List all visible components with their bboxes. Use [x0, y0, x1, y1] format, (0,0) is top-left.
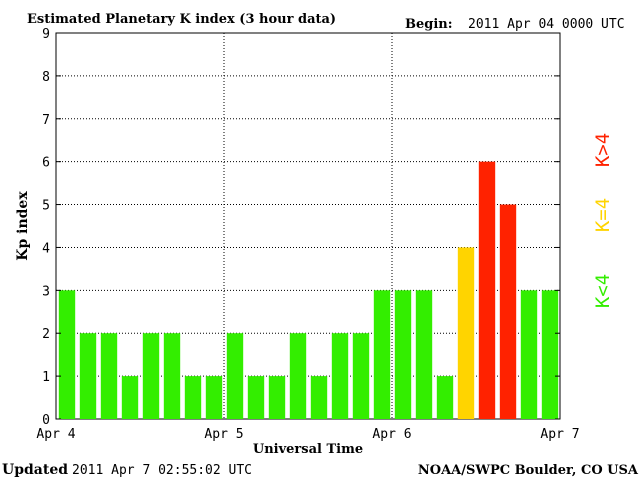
updated-value: 2011 Apr 7 02:55:02 UTC	[72, 463, 252, 478]
y-tick-label-7: 7	[42, 113, 50, 128]
kp-bar-7	[184, 376, 202, 419]
kp-bar-12	[289, 333, 307, 419]
y-tick-label-5: 5	[42, 199, 50, 214]
kp-bar-16	[373, 290, 391, 419]
updated-label: Updated	[2, 462, 68, 478]
legend-above-4: K>4	[592, 133, 614, 167]
y-tick-label-4: 4	[42, 241, 50, 256]
kp-bar-19	[436, 376, 454, 419]
y-tick-labels: 0 1 2 3 4 5 6 7 8 9	[42, 27, 560, 428]
y-axis-label: Kp index	[15, 191, 31, 261]
y-tick-label-8: 8	[42, 70, 50, 85]
kp-bar-13	[310, 376, 328, 419]
plot-frame	[55, 32, 561, 420]
x-tick-labels: Apr 4 Apr 5 Apr 6 Apr 7	[36, 427, 579, 442]
kp-bar-5	[142, 333, 160, 419]
begin-value: 2011 Apr 04 0000 UTC	[468, 17, 625, 32]
y-tick-label-6: 6	[42, 156, 50, 171]
kp-bar-3	[100, 333, 118, 419]
x-tick-label-1: Apr 5	[204, 427, 243, 442]
kp-bar-1	[58, 290, 76, 419]
x-tick-label-3: Apr 7	[540, 427, 579, 442]
source-credit: NOAA/SWPC Boulder, CO USA	[418, 463, 639, 478]
x-tick-label-2: Apr 6	[372, 427, 411, 442]
legend-equal-4: K=4	[592, 198, 614, 232]
chart-title: Estimated Planetary K index (3 hour data…	[27, 12, 336, 27]
y-tick-label-0: 0	[42, 413, 50, 428]
kp-bar-10	[247, 376, 265, 419]
kp-bar-11	[268, 376, 286, 419]
grid-lines	[56, 33, 560, 419]
kp-bar-17	[394, 290, 412, 419]
begin-label: Begin:	[405, 17, 453, 32]
kp-bar-18	[415, 290, 433, 419]
kp-bar-20	[457, 247, 475, 419]
bar-series	[58, 161, 559, 419]
kp-bar-15	[352, 333, 370, 419]
kp-bar-2	[79, 333, 97, 419]
kp-bar-14	[331, 333, 349, 419]
y-tick-label-3: 3	[42, 284, 50, 299]
kp-bar-4	[121, 376, 139, 419]
kp-bar-8	[205, 376, 223, 419]
legend-below-4: K<4	[592, 274, 614, 308]
kp-bar-24	[541, 290, 559, 419]
x-tick-label-0: Apr 4	[36, 427, 75, 442]
kp-bar-22	[499, 204, 517, 419]
kp-bar-23	[520, 290, 538, 419]
y-tick-label-1: 1	[42, 370, 50, 385]
kp-bar-21	[478, 161, 496, 419]
x-axis-label: Universal Time	[253, 442, 363, 457]
y-tick-label-2: 2	[42, 327, 50, 342]
kp-bar-6	[163, 333, 181, 419]
kp-bar-9	[226, 333, 244, 419]
y-tick-label-9: 9	[42, 27, 50, 42]
